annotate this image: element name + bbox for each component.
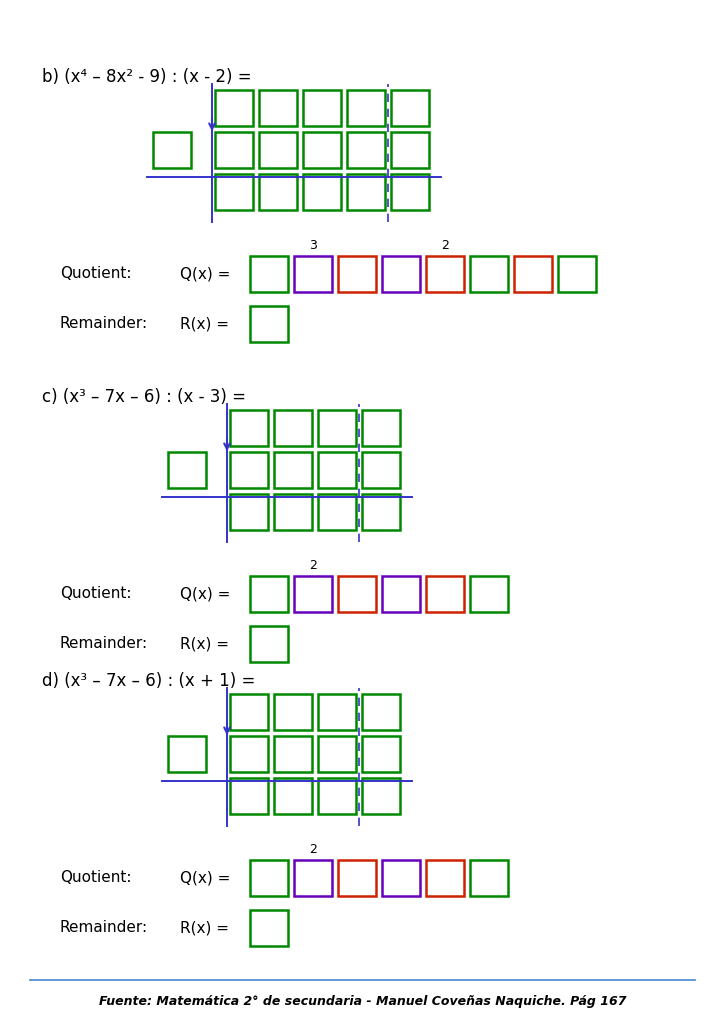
Text: Quotient:: Quotient: — [60, 587, 131, 601]
Text: Q(x) =: Q(x) = — [180, 266, 231, 282]
Text: Remainder:: Remainder: — [60, 316, 148, 332]
Bar — [318, 778, 356, 814]
Text: R(x) =: R(x) = — [180, 637, 229, 651]
Text: Quotient:: Quotient: — [60, 870, 131, 886]
Bar — [250, 910, 288, 946]
Bar — [362, 494, 400, 530]
Bar — [250, 860, 288, 896]
Bar — [250, 256, 288, 292]
Bar — [426, 860, 464, 896]
Bar — [230, 494, 268, 530]
Bar — [382, 256, 420, 292]
Bar — [382, 860, 420, 896]
Bar — [274, 452, 312, 488]
Bar — [168, 452, 206, 488]
Bar — [470, 575, 508, 612]
Bar — [294, 256, 332, 292]
Bar — [259, 90, 297, 126]
Bar — [318, 694, 356, 730]
Bar — [514, 256, 552, 292]
Text: Quotient:: Quotient: — [60, 266, 131, 282]
Bar — [274, 736, 312, 772]
Bar — [338, 860, 376, 896]
Bar — [303, 174, 341, 210]
Text: Q(x) =: Q(x) = — [180, 870, 231, 886]
Bar — [362, 452, 400, 488]
Bar — [250, 575, 288, 612]
Bar — [318, 452, 356, 488]
Bar — [250, 626, 288, 662]
Text: R(x) =: R(x) = — [180, 921, 229, 936]
Text: Q(x) =: Q(x) = — [180, 587, 231, 601]
Text: 2: 2 — [441, 239, 449, 252]
Text: 2: 2 — [309, 559, 317, 572]
Bar — [318, 736, 356, 772]
Bar — [230, 410, 268, 446]
Text: R(x) =: R(x) = — [180, 316, 229, 332]
Bar — [347, 90, 385, 126]
Bar — [470, 860, 508, 896]
Bar — [230, 778, 268, 814]
Bar — [382, 575, 420, 612]
Bar — [338, 575, 376, 612]
Bar — [318, 410, 356, 446]
Bar — [274, 778, 312, 814]
Text: d) (x³ – 7x – 6) : (x + 1) =: d) (x³ – 7x – 6) : (x + 1) = — [42, 672, 255, 690]
Text: 2: 2 — [309, 843, 317, 856]
Bar — [318, 494, 356, 530]
Bar — [294, 575, 332, 612]
Bar — [362, 778, 400, 814]
Bar — [215, 132, 253, 168]
Text: Remainder:: Remainder: — [60, 637, 148, 651]
Bar — [274, 410, 312, 446]
Bar — [391, 90, 429, 126]
Bar — [347, 174, 385, 210]
Bar — [362, 694, 400, 730]
Bar — [294, 860, 332, 896]
Bar — [168, 736, 206, 772]
Bar — [558, 256, 596, 292]
Bar — [274, 494, 312, 530]
Bar — [303, 132, 341, 168]
Bar — [303, 90, 341, 126]
Bar — [426, 256, 464, 292]
Bar — [230, 736, 268, 772]
Bar — [259, 132, 297, 168]
Bar — [153, 132, 191, 168]
Bar — [391, 174, 429, 210]
Text: Fuente: Matemática 2° de secundaria - Manuel Coveñas Naquiche. Pág 167: Fuente: Matemática 2° de secundaria - Ma… — [99, 995, 626, 1008]
Bar — [362, 410, 400, 446]
Bar — [215, 90, 253, 126]
Bar — [347, 132, 385, 168]
Bar — [426, 575, 464, 612]
Text: 3: 3 — [309, 239, 317, 252]
Bar — [274, 694, 312, 730]
Bar — [470, 256, 508, 292]
Bar — [215, 174, 253, 210]
Text: c) (x³ – 7x – 6) : (x - 3) =: c) (x³ – 7x – 6) : (x - 3) = — [42, 388, 246, 406]
Text: Remainder:: Remainder: — [60, 921, 148, 936]
Bar — [362, 736, 400, 772]
Text: b) (x⁴ – 8x² - 9) : (x - 2) =: b) (x⁴ – 8x² - 9) : (x - 2) = — [42, 68, 252, 86]
Bar — [250, 306, 288, 342]
Bar — [230, 452, 268, 488]
Bar — [259, 174, 297, 210]
Bar — [391, 132, 429, 168]
Bar — [338, 256, 376, 292]
Bar — [230, 694, 268, 730]
